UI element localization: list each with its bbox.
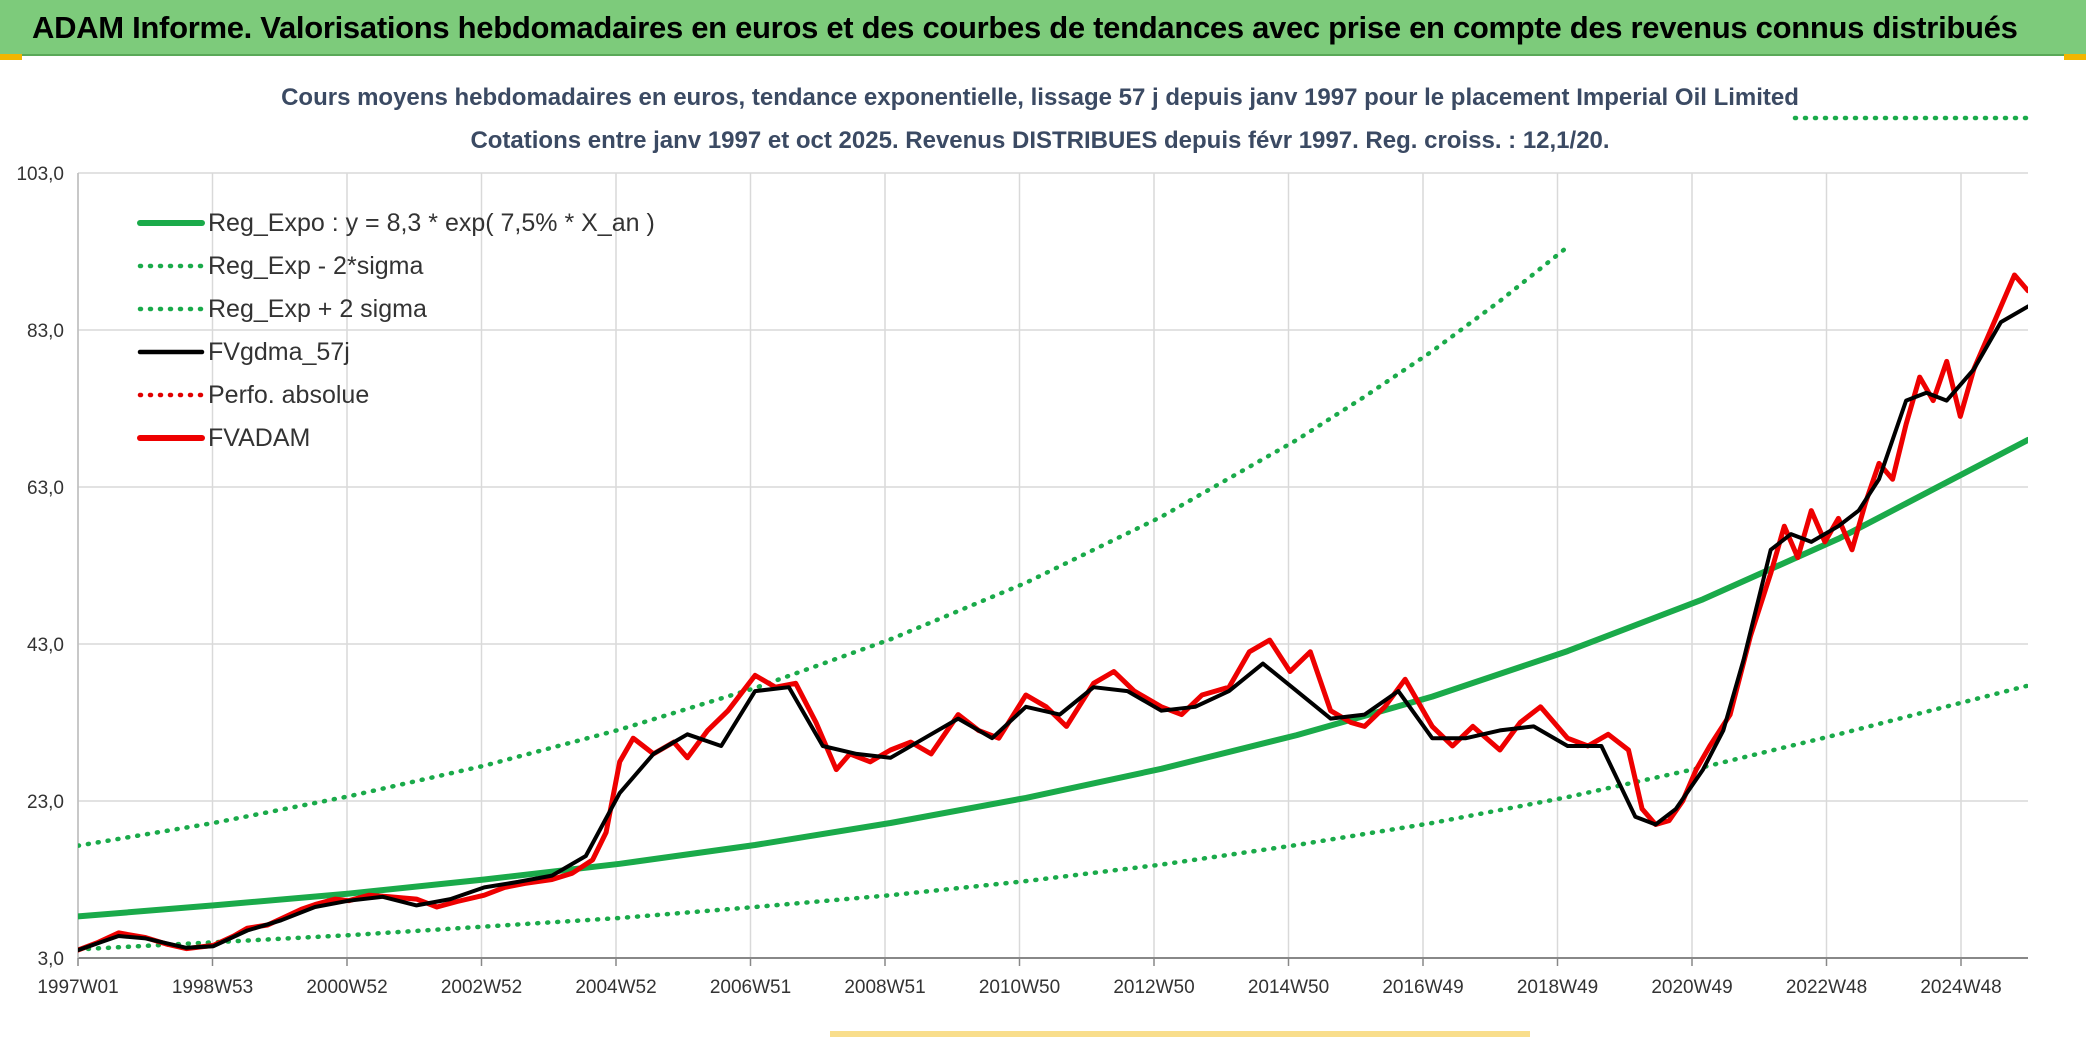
chart-title: Cours moyens hebdomadaires en euros, ten… — [281, 84, 1799, 111]
x-tick-label: 2014W50 — [1248, 977, 1329, 998]
report-banner: ADAM Informe. Valorisations hebdomadaire… — [0, 0, 2086, 56]
x-tick-label: 2010W50 — [979, 977, 1060, 998]
grid — [77, 172, 2028, 959]
y-tick-label: 23,0 — [27, 792, 64, 813]
series-line-3 — [78, 244, 1570, 848]
x-tick-label: 2024W48 — [1920, 977, 2001, 998]
y-tick-label: 3,0 — [38, 949, 64, 970]
series-line-4 — [78, 304, 2028, 953]
legend-label: Perfo. absolue — [208, 381, 369, 409]
legend-label: FVADAM — [208, 424, 310, 452]
x-tick-label: 2012W50 — [1113, 977, 1194, 998]
chart-subtitle: Cotations entre janv 1997 et oct 2025. R… — [470, 127, 1609, 154]
corner-accent-right — [2064, 54, 2086, 60]
x-tick-label: 2004W52 — [575, 977, 656, 998]
legend-label: Reg_Exp + 2 sigma — [208, 295, 427, 323]
x-tick-label: 2022W48 — [1786, 977, 1867, 998]
x-tick-label: 1997W01 — [37, 977, 118, 998]
x-tick-label: 2018W49 — [1517, 977, 1598, 998]
series-line-2 — [78, 683, 2028, 952]
x-tick-label: 2016W49 — [1382, 977, 1463, 998]
y-tick-label: 83,0 — [27, 321, 64, 342]
x-tick-label: 2002W52 — [441, 977, 522, 998]
legend: Reg_Expo : y = 8,3 * exp( 7,5% * X_an ) R… — [137, 209, 655, 452]
series — [78, 115, 2031, 953]
corner-accent-left — [0, 54, 22, 60]
x-tick-label: 2008W51 — [844, 977, 925, 998]
y-tick-label: 43,0 — [27, 635, 64, 656]
series-line-5 — [78, 272, 2028, 953]
axes: 3,0 23,0 43,0 63,0 83,0 103,0 1997W01 1998W53 20… — [16, 164, 2028, 998]
x-tick-label: 2000W52 — [306, 977, 387, 998]
series-line-1 — [78, 436, 2028, 920]
legend-label: Reg_Expo : y = 8,3 * exp( 7,5% * X_an ) — [208, 209, 655, 237]
trend-chart: 3,0 23,0 43,0 63,0 83,0 103,0 1997W01 1998W53 20… — [16, 84, 2031, 998]
y-tick-label: 103,0 — [16, 164, 64, 185]
y-tick-label: 63,0 — [27, 478, 64, 499]
bottom-accent — [830, 1031, 1530, 1037]
x-tick-label: 2020W49 — [1651, 977, 1732, 998]
legend-label: Reg_Exp - 2*sigma — [208, 252, 423, 280]
legend-label: FVgdma_57j — [208, 338, 350, 366]
report-title: ADAM Informe. Valorisations hebdomadaire… — [32, 10, 2018, 45]
x-tick-label: 2006W51 — [710, 977, 791, 998]
x-tick-label: 1998W53 — [172, 977, 253, 998]
chart-area: 3,0 23,0 43,0 63,0 83,0 103,0 1997W01 1998W53 20… — [0, 58, 2086, 1037]
